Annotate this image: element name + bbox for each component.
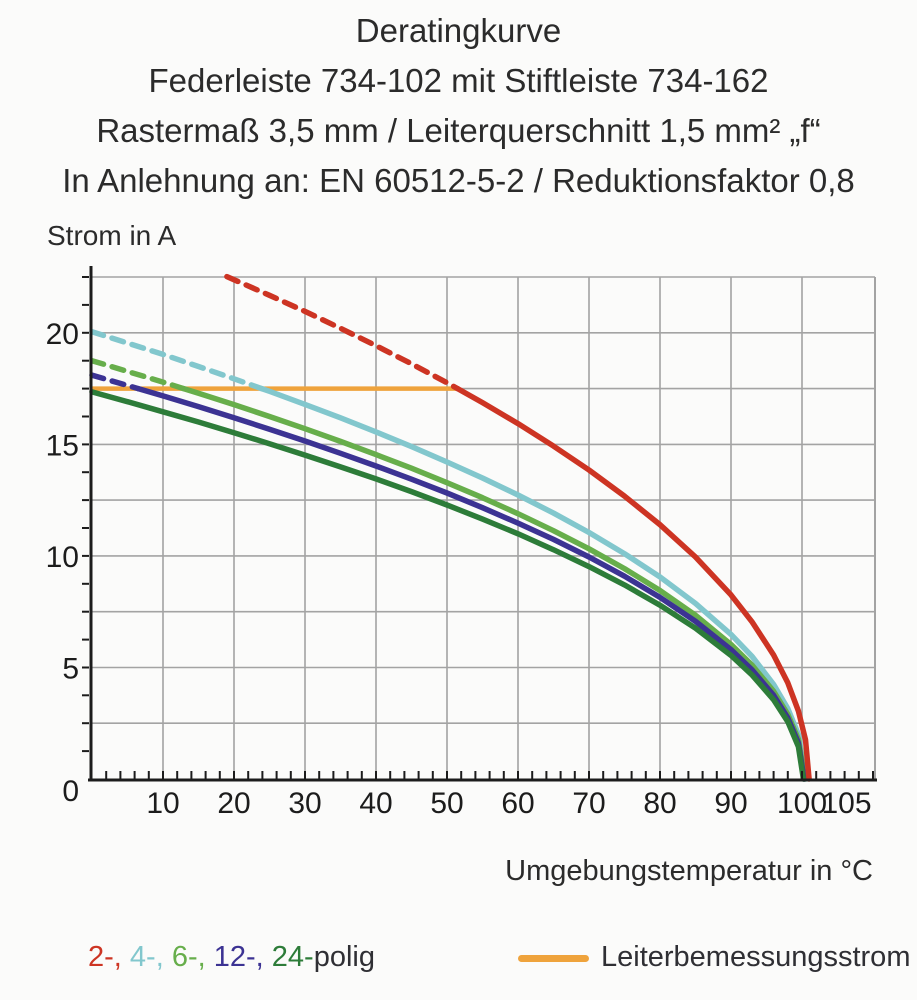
y-tick-label: 0 [62, 775, 79, 808]
legend-pole-item: 12-, [213, 941, 264, 973]
x-tick-label: 10 [146, 787, 179, 820]
subtitle-product: Federleiste 734-102 mit Stiftleiste 734-… [148, 62, 769, 99]
x-tick-label: 100 [777, 787, 827, 820]
legend-pole-item: 24- [271, 941, 314, 973]
curve-2-polig-solid [454, 385, 812, 782]
legend-pole-item: 2-, [88, 941, 122, 973]
subtitle-standard: In Anlehnung an: EN 60512-5-2 / Reduktio… [62, 162, 855, 199]
legend-pole-variants: 2-, 4-, 6-, 12-, 24-polig [88, 941, 375, 974]
x-tick-label: 80 [643, 787, 676, 820]
y-tick-label: 5 [62, 653, 79, 686]
legend-pole-item: 4-, [129, 941, 164, 973]
x-tick-label: 20 [217, 787, 250, 820]
curve-6-polig-solid [180, 385, 808, 782]
legend-rated-current-swatch [518, 955, 589, 962]
y-tick-label: 10 [46, 541, 79, 574]
x-axis-title: Umgebungstemperatur in °C [505, 855, 873, 887]
legend-pole-item: 6-, [171, 941, 206, 973]
curve-24-polig-solid [89, 389, 807, 782]
x-tick-label: 60 [501, 787, 534, 820]
subtitle-spec: Rastermaß 3,5 mm / Leiterquerschnitt 1,5… [96, 112, 821, 149]
curve-4-polig-solid [258, 385, 809, 782]
y-tick-label: 15 [46, 429, 79, 462]
x-tick-label: 70 [572, 787, 605, 820]
curve-6-polig-dashed [89, 357, 187, 392]
curve-12-polig-dashed [89, 372, 141, 392]
legend-pole-suffix: polig [313, 941, 375, 973]
curve-4-polig-dashed [89, 328, 265, 392]
x-tick-label: 40 [359, 787, 392, 820]
legend-rated-current-label: Leiterbemessungsstrom [601, 941, 911, 973]
x-tick-label: 105 [821, 787, 871, 820]
x-tick-label: 30 [288, 787, 321, 820]
title-block: Deratingkurve Federleiste 734-102 mit St… [0, 6, 917, 206]
x-tick-label: 90 [714, 787, 747, 820]
y-axis-title: Strom in A [47, 220, 177, 251]
curve-2-polig-dashed [224, 273, 461, 392]
y-tick-label: 20 [46, 318, 79, 351]
curve-12-polig-solid [135, 385, 807, 782]
chart-title: Deratingkurve [355, 12, 562, 49]
x-tick-label: 50 [430, 787, 463, 820]
